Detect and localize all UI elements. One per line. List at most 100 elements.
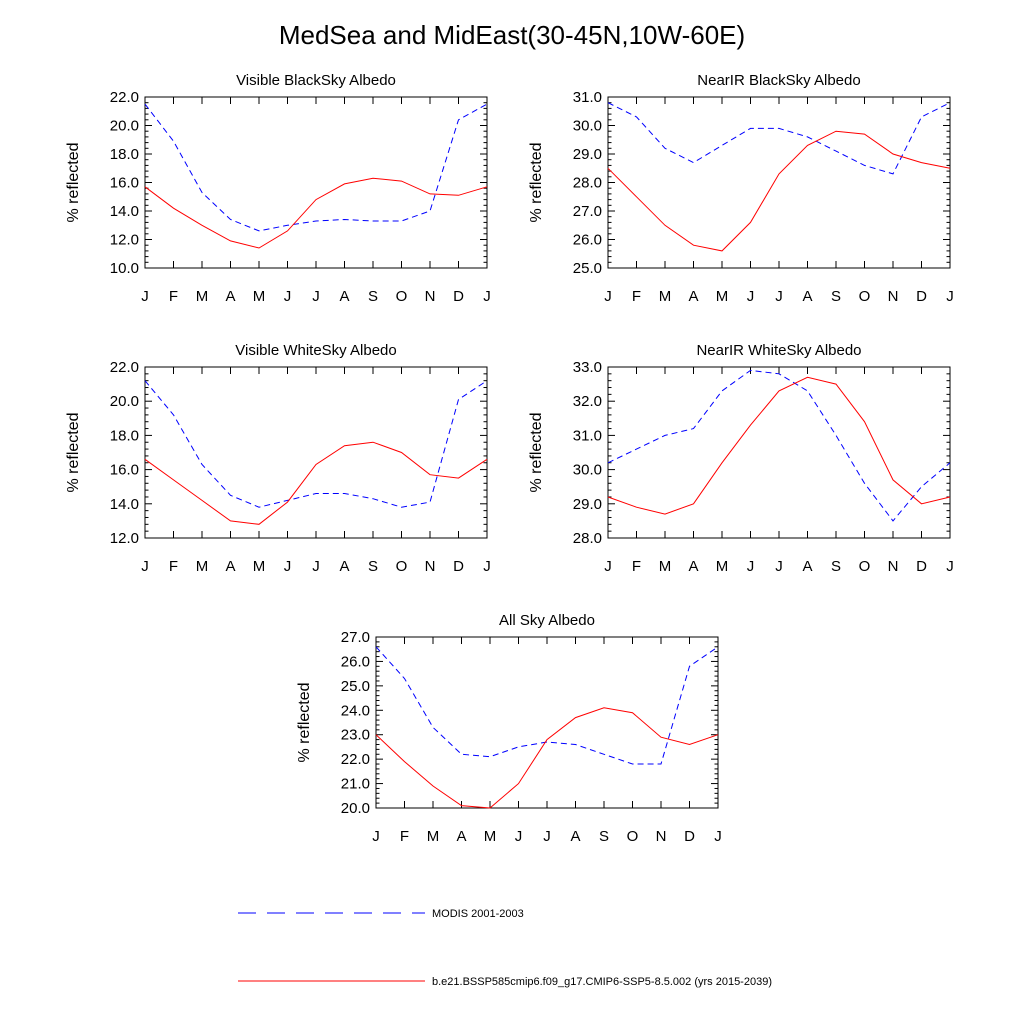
x-tick-label: F [400, 828, 409, 845]
panel-title: All Sky Albedo [499, 612, 595, 629]
x-tick-label: A [456, 828, 466, 845]
x-tick-label: A [688, 558, 698, 575]
x-tick-label: M [196, 558, 209, 575]
y-tick-label: 22.0 [110, 89, 139, 106]
y-tick-label: 25.0 [573, 260, 602, 277]
y-tick-label: 26.0 [573, 232, 602, 249]
x-tick-label: J [775, 288, 783, 305]
legend-label-modis: MODIS 2001-2003 [432, 908, 524, 920]
x-tick-label: M [253, 288, 266, 305]
y-tick-label: 10.0 [110, 260, 139, 277]
x-tick-label: S [368, 288, 378, 305]
x-tick-label: A [688, 288, 698, 305]
x-tick-label: J [141, 558, 149, 575]
x-tick-label: A [225, 288, 235, 305]
series-line-modis [144, 380, 488, 508]
x-tick-label: M [659, 558, 672, 575]
series-line-model [144, 177, 488, 249]
x-tick-label: F [632, 558, 641, 575]
x-tick-label: M [716, 558, 729, 575]
x-tick-label: D [916, 288, 927, 305]
y-axis-label: % reflected [528, 412, 545, 492]
x-tick-label: J [714, 828, 722, 845]
x-tick-label: N [888, 288, 899, 305]
x-tick-label: J [775, 558, 783, 575]
series-line-modis [144, 103, 488, 232]
x-tick-label: O [859, 288, 871, 305]
x-tick-label: A [802, 558, 812, 575]
y-tick-label: 26.0 [341, 653, 370, 670]
x-tick-label: F [169, 288, 178, 305]
x-tick-label: F [169, 558, 178, 575]
x-tick-label: J [543, 828, 551, 845]
series-line-model [607, 376, 951, 515]
x-tick-label: J [312, 288, 320, 305]
y-tick-label: 20.0 [110, 393, 139, 410]
x-tick-label: J [483, 558, 491, 575]
y-tick-label: 14.0 [110, 496, 139, 513]
x-tick-label: N [656, 828, 667, 845]
panel-title: NearIR WhiteSky Albedo [696, 342, 861, 359]
y-tick-label: 23.0 [341, 727, 370, 744]
y-tick-label: 22.0 [341, 751, 370, 768]
x-tick-label: J [372, 828, 380, 845]
x-tick-label: J [141, 288, 149, 305]
y-tick-label: 28.0 [573, 175, 602, 192]
x-tick-label: J [946, 288, 954, 305]
x-tick-label: A [802, 288, 812, 305]
y-tick-label: 14.0 [110, 203, 139, 220]
y-tick-label: 33.0 [573, 359, 602, 376]
x-tick-label: N [425, 558, 436, 575]
x-tick-label: A [225, 558, 235, 575]
x-tick-label: M [427, 828, 440, 845]
x-tick-label: D [453, 288, 464, 305]
x-tick-label: O [396, 288, 408, 305]
y-tick-label: 20.0 [110, 118, 139, 135]
y-tick-label: 28.0 [573, 530, 602, 547]
series-line-modis [607, 369, 951, 522]
panel-title: NearIR BlackSky Albedo [697, 72, 860, 89]
x-tick-label: F [632, 288, 641, 305]
y-tick-label: 29.0 [573, 146, 602, 163]
y-tick-label: 30.0 [573, 462, 602, 479]
y-tick-label: 29.0 [573, 496, 602, 513]
x-tick-label: S [831, 558, 841, 575]
x-tick-label: A [570, 828, 580, 845]
x-tick-label: O [627, 828, 639, 845]
y-tick-label: 25.0 [341, 678, 370, 695]
y-tick-label: 16.0 [110, 175, 139, 192]
y-tick-label: 31.0 [573, 427, 602, 444]
x-tick-label: A [339, 288, 349, 305]
plot-frame [607, 96, 951, 269]
y-tick-label: 21.0 [341, 776, 370, 793]
series-line-model [144, 441, 488, 525]
y-tick-label: 24.0 [341, 702, 370, 719]
y-tick-label: 27.0 [573, 203, 602, 220]
x-tick-label: S [831, 288, 841, 305]
x-tick-label: J [312, 558, 320, 575]
x-tick-label: S [368, 558, 378, 575]
x-tick-label: M [659, 288, 672, 305]
x-tick-label: J [284, 558, 292, 575]
y-tick-label: 20.0 [341, 800, 370, 817]
series-line-model [375, 707, 719, 809]
legend-label-model: b.e21.BSSP585cmip6.f09_g17.CMIP6-SSP5-8.… [432, 976, 772, 988]
y-tick-label: 27.0 [341, 629, 370, 646]
x-tick-label: D [916, 558, 927, 575]
y-tick-label: 32.0 [573, 393, 602, 410]
legend: MODIS 2001-2003 b.e21.BSSP585cmip6.f09_g… [238, 908, 772, 988]
panel-title: Visible BlackSky Albedo [236, 72, 396, 89]
x-tick-label: N [888, 558, 899, 575]
x-tick-label: J [747, 558, 755, 575]
series-line-model [607, 130, 951, 252]
y-tick-label: 22.0 [110, 359, 139, 376]
y-axis-label: % reflected [296, 682, 313, 762]
panel-title: Visible WhiteSky Albedo [235, 342, 396, 359]
x-tick-label: N [425, 288, 436, 305]
y-tick-label: 16.0 [110, 462, 139, 479]
